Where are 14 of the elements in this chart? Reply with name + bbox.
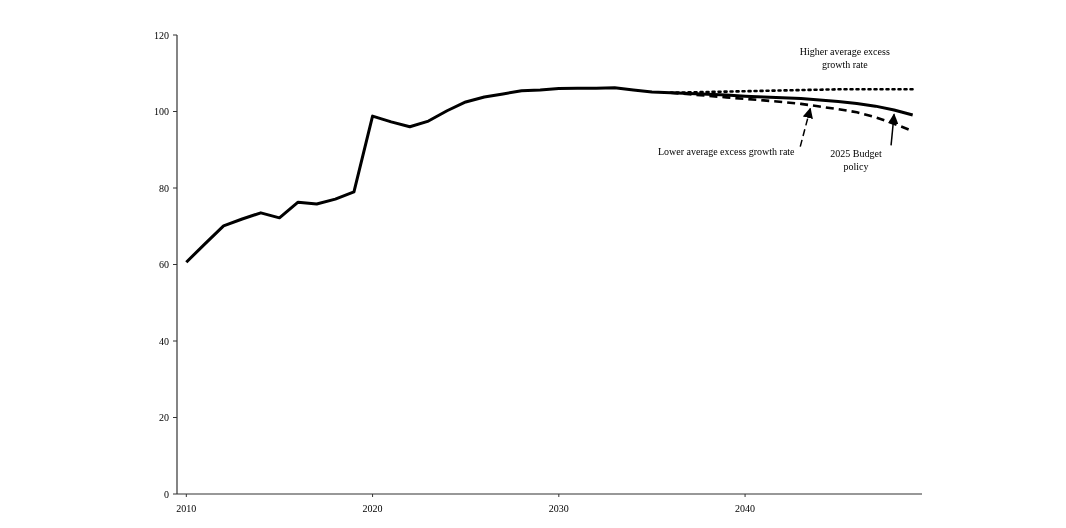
annotation: 2025 Budget policy <box>830 148 882 173</box>
y-tick-label: 120 <box>154 29 169 41</box>
y-tick-label: 100 <box>154 106 169 117</box>
x-tick-label: 2040 <box>735 503 756 514</box>
annotation: Lower average excess growth rate <box>657 145 796 157</box>
y-tick-label: 20 <box>159 412 169 423</box>
x-tick-label: 2020 <box>362 503 383 514</box>
annotation: Higher average excess growth rate <box>799 46 890 71</box>
y-tick-label: 40 <box>159 335 169 347</box>
y-tick-label: 0 <box>164 488 169 500</box>
y-tick-label: 60 <box>159 259 169 270</box>
x-tick-label: 2030 <box>548 503 569 514</box>
x-tick-label: 2010 <box>176 503 197 514</box>
y-tick-label: 80 <box>159 182 169 194</box>
